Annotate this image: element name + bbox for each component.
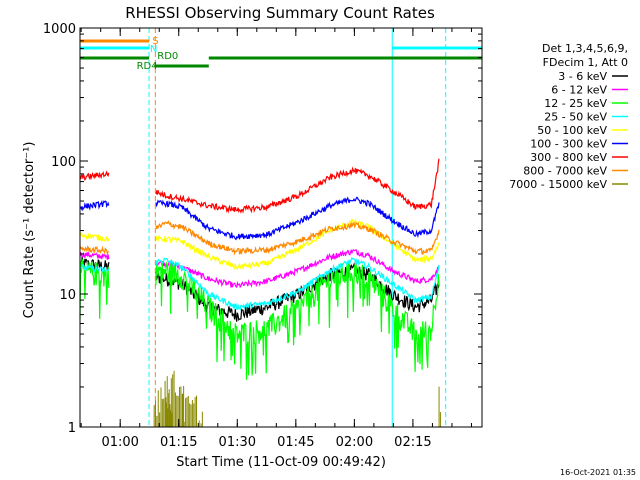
series-line-3 <box>79 256 440 311</box>
x-tick-label-3: 01:45 <box>277 435 314 450</box>
legend-entry-7: 800 - 7000 keV <box>523 165 607 178</box>
legend-entry-4: 50 - 100 keV <box>537 124 607 137</box>
x-tick-label-5: 02:15 <box>394 435 431 450</box>
legend-header-line-1: Det 1,3,4,5,6,9, <box>542 42 628 55</box>
x-tick-label-0: 01:00 <box>101 435 138 450</box>
state-label-n: N <box>150 44 157 55</box>
series-line-4 <box>79 218 440 271</box>
x-tick-label-2: 01:30 <box>219 435 256 450</box>
series-line-1 <box>79 248 440 289</box>
chart-title: RHESSI Observing Summary Count Rates <box>125 4 435 22</box>
axes: 1 10 100 1000 01:00 01:15 01:30 01:45 02:00 02:15 <box>43 22 482 450</box>
y-axis-label: Count Rate (s⁻¹ detector⁻¹) <box>22 142 37 319</box>
legend-entry-3: 25 - 50 keV <box>544 111 607 124</box>
series-line-7 <box>79 220 440 257</box>
y-tick-label-1: 10 <box>59 288 76 303</box>
series-line-6 <box>79 158 440 214</box>
state-label-s: S <box>152 36 158 47</box>
state-label-rd0: RD0 <box>157 51 178 62</box>
x-tick-label-4: 02:00 <box>336 435 373 450</box>
y-tick-label-3: 1000 <box>43 22 76 37</box>
legend-entry-6: 300 - 800 keV <box>530 151 607 164</box>
legend-entry-8: 7000 - 15000 keV <box>509 178 607 191</box>
legend: Det 1,3,4,5,6,9, FDecim 1, Att 0 3 - 6 k… <box>509 42 628 191</box>
series-line-5 <box>79 196 440 241</box>
x-axis-label: Start Time (11-Oct-09 00:49:42) <box>176 455 386 470</box>
footer-timestamp: 16-Oct-2021 01:35 <box>560 468 636 477</box>
legend-header-line-2: FDecim 1, Att 0 <box>543 56 628 69</box>
legend-entry-0: 3 - 6 keV <box>558 70 607 83</box>
legend-entry-1: 6 - 12 keV <box>551 84 607 97</box>
x-tick-label-1: 01:15 <box>160 435 197 450</box>
series-line-2 <box>79 258 440 380</box>
state-label-rd4: RD4 <box>137 61 158 72</box>
legend-entry-2: 12 - 25 keV <box>544 97 607 110</box>
y-tick-label-0: 1 <box>68 421 76 436</box>
y-tick-label-2: 100 <box>51 155 76 170</box>
plot-frame <box>79 27 483 428</box>
legend-entry-5: 100 - 300 keV <box>530 138 607 151</box>
